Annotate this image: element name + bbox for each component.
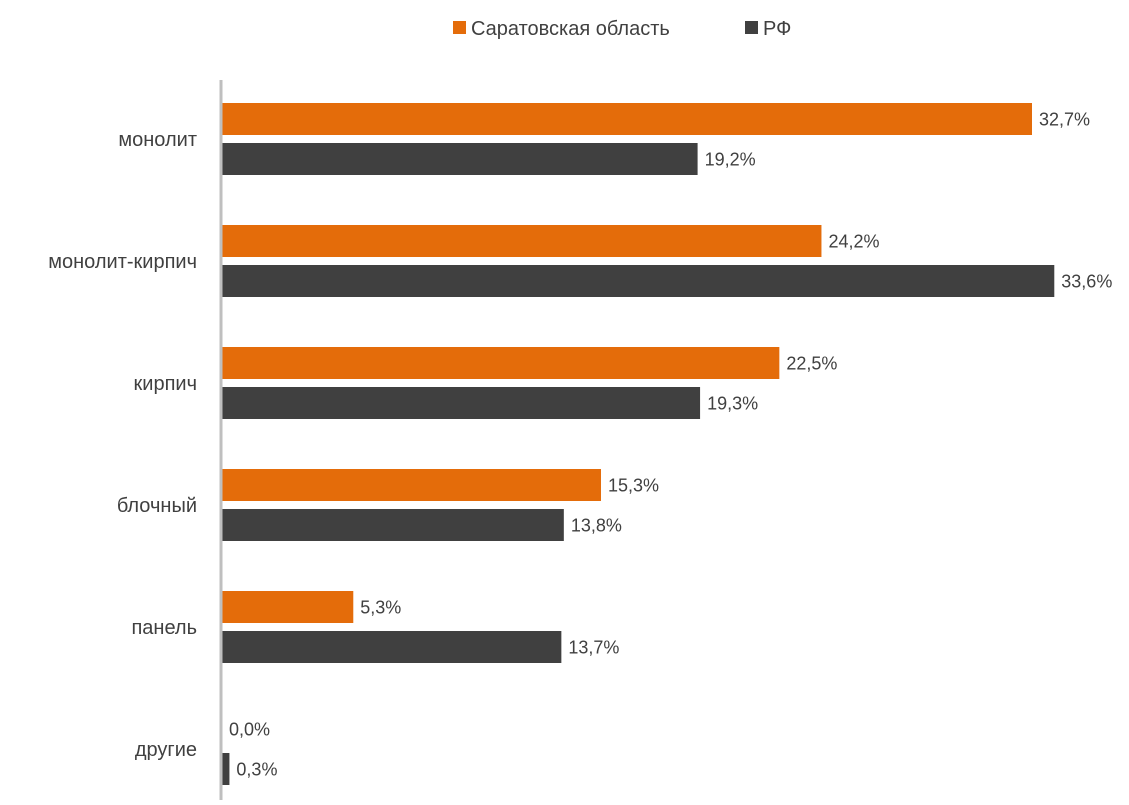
category-label: монолит-кирпич bbox=[48, 251, 197, 273]
category-label: панель bbox=[131, 617, 197, 639]
data-label-saratov: 15,3% bbox=[608, 475, 659, 495]
bars-group bbox=[222, 103, 1055, 785]
bar-rf bbox=[222, 631, 562, 663]
category-label: кирпич bbox=[134, 373, 197, 395]
bar-rf bbox=[222, 753, 230, 785]
data-label-saratov: 32,7% bbox=[1039, 109, 1090, 129]
bar-rf bbox=[222, 143, 698, 175]
category-label: монолит bbox=[118, 129, 197, 151]
legend-label-rf: РФ bbox=[763, 18, 791, 40]
legend-swatch-rf bbox=[745, 21, 758, 34]
data-label-saratov: 0,0% bbox=[229, 719, 270, 739]
data-label-rf: 0,3% bbox=[236, 759, 277, 779]
bar-saratov bbox=[222, 103, 1032, 135]
bar-saratov bbox=[222, 225, 822, 257]
bar-saratov bbox=[222, 469, 601, 501]
data-label-rf: 13,8% bbox=[571, 515, 622, 535]
data-label-saratov: 24,2% bbox=[828, 231, 879, 251]
labels-group: монолит 32,7% 19,2% монолит-кирпич 24,2% 33,6… bbox=[48, 109, 1112, 779]
data-label-saratov: 5,3% bbox=[360, 597, 401, 617]
legend-label-saratov: Саратовская область bbox=[471, 18, 670, 40]
legend: Саратовская область РФ bbox=[453, 18, 791, 40]
legend-swatch-saratov bbox=[453, 21, 466, 34]
bar-rf bbox=[222, 387, 701, 419]
category-label: блочный bbox=[117, 495, 197, 517]
data-label-rf: 19,2% bbox=[705, 149, 756, 169]
bar-rf bbox=[222, 509, 564, 541]
bar-saratov bbox=[222, 591, 354, 623]
bar-saratov bbox=[222, 347, 780, 379]
data-label-rf: 19,3% bbox=[707, 393, 758, 413]
bar-rf bbox=[222, 265, 1055, 297]
data-label-rf: 33,6% bbox=[1061, 271, 1112, 291]
data-label-saratov: 22,5% bbox=[786, 353, 837, 373]
data-label-rf: 13,7% bbox=[568, 637, 619, 657]
category-label: другие bbox=[135, 739, 197, 761]
